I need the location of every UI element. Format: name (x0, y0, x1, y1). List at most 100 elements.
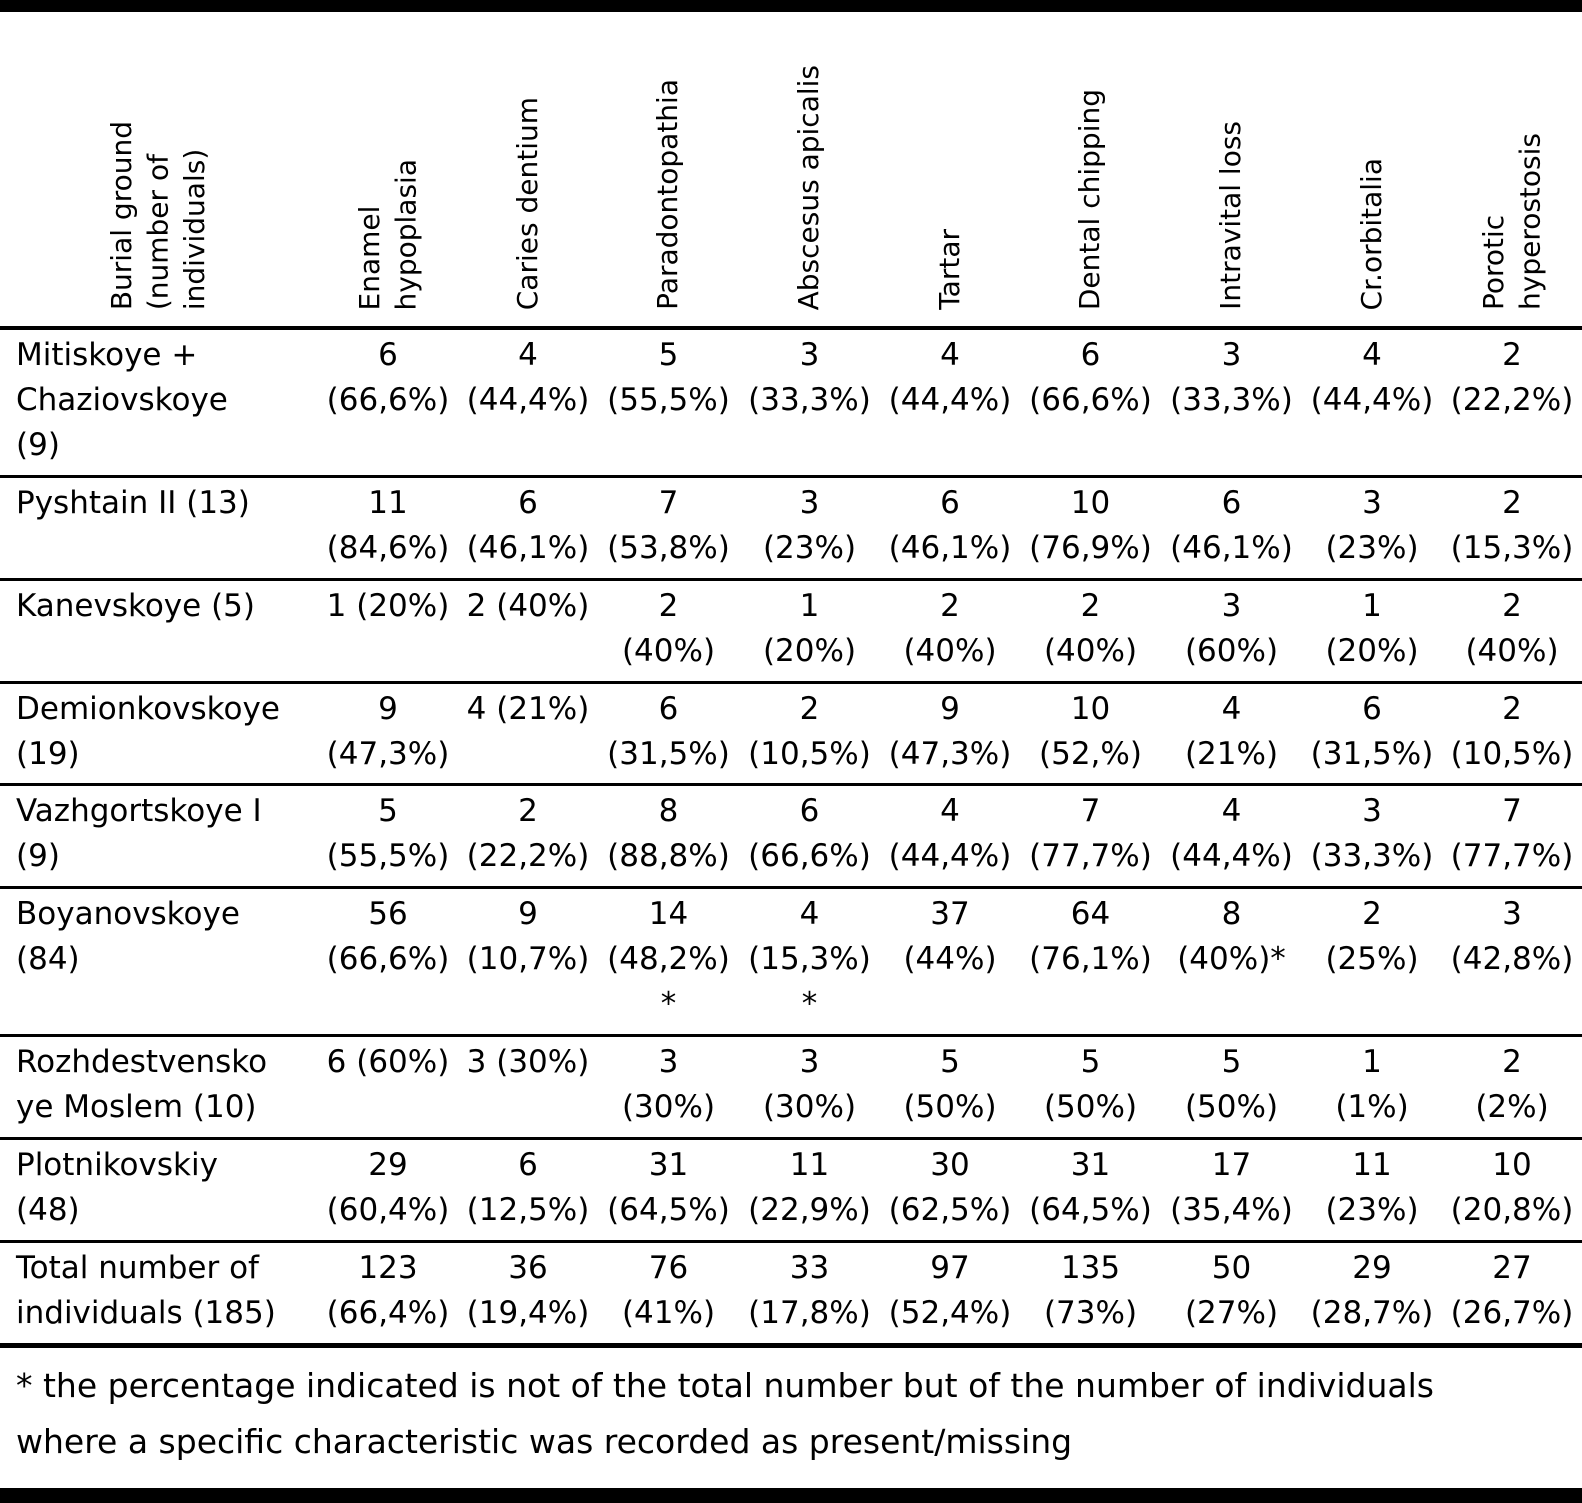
row-header: Vazhgortskoye I (9) (0, 783, 318, 888)
table-cell: 3 (33,3%) (1302, 783, 1442, 888)
table-row-mitiskoye-chaziovskoye: Mitiskoye + Chaziovskoye (9) 6 (66,6%) 4… (0, 326, 1582, 477)
row-header: Plotnikovskiy (48) (0, 1137, 318, 1242)
table-cell: 3 (23%) (739, 474, 880, 580)
table-cell: 27 (26,7%) (1442, 1239, 1582, 1346)
table-row-rozhdestvenskoye-moslem: Rozhdestvensko ye Moslem (10) 6 (60%) 3 … (0, 1034, 1582, 1139)
column-header-tartar: Tartar (880, 6, 1020, 330)
table-cell: 37 (44%) (880, 886, 1020, 1036)
table-cell: 3 (30%) (598, 1034, 739, 1139)
table-cell: 5 (55,5%) (598, 326, 739, 477)
column-header-label: Intravital loss (1214, 121, 1248, 310)
table-cell: 8 (88,8%) (598, 783, 739, 888)
row-header: Demionkovskoye (19) (0, 680, 318, 785)
table-cell: 11 (84,6%) (318, 474, 458, 580)
table-cell: 6 (12,5%) (458, 1137, 598, 1242)
table-cell: 10 (20,8%) (1442, 1137, 1582, 1242)
table-cell: 29 (28,7%) (1302, 1239, 1442, 1346)
table-cell: 5 (50%) (1020, 1034, 1161, 1139)
row-header: Total number of individuals (185) (0, 1239, 318, 1346)
table-cell: 3 (30%) (458, 1034, 598, 1139)
table-cell: 4 (21%) (458, 680, 598, 785)
column-header-label: Caries dentium (510, 96, 544, 310)
table-header: Burial ground (number of individuals) En… (0, 6, 1582, 330)
table-cell: 3 (60%) (1161, 577, 1302, 683)
table-cell: 6 (31,5%) (598, 680, 739, 785)
table-cell: 6 (31,5%) (1302, 680, 1442, 785)
table-cell: 33 (17,8%) (739, 1239, 880, 1346)
table-cell: 7 (77,7%) (1020, 783, 1161, 888)
table-cell: 1 (1%) (1302, 1034, 1442, 1139)
table-row-kanevskoye: Kanevskoye (5) 1 (20%) 2 (40%) 2 (40%) 1… (0, 577, 1582, 683)
column-header-label: Burial ground (number of individuals) (105, 120, 212, 310)
table-cell: 9 (47,3%) (318, 680, 458, 785)
column-header-abscesus-apicalis: Abscesus apicalis (739, 6, 880, 330)
table-cell: 3 (42,8%) (1442, 886, 1582, 1036)
table-cell: 11 (22,9%) (739, 1137, 880, 1242)
column-header-label: Enamel hypoplasia (352, 158, 422, 310)
table-cell: 5 (50%) (1161, 1034, 1302, 1139)
table-cell: 1 (20%) (318, 577, 458, 683)
table-cell: 50 (27%) (1161, 1239, 1302, 1346)
table-cell: 2 (25%) (1302, 886, 1442, 1036)
column-header-intravital-loss: Intravital loss (1161, 6, 1302, 330)
row-header: Boyanovskoye (84) (0, 886, 318, 1036)
table-cell: 3 (33,3%) (1161, 326, 1302, 477)
table-cell: 31 (64,5%) (598, 1137, 739, 1242)
table-cell: 7 (53,8%) (598, 474, 739, 580)
table-cell: 6 (66,6%) (318, 326, 458, 477)
table-cell: 2 (22,2%) (1442, 326, 1582, 477)
table-cell: 6 (66,6%) (739, 783, 880, 888)
column-header-burial-ground: Burial ground (number of individuals) (0, 6, 318, 330)
table-cell: 10 (76,9%) (1020, 474, 1161, 580)
column-header-label: Porotic hyperostosis (1476, 133, 1546, 310)
table-cell: 1 (20%) (1302, 577, 1442, 683)
table-cell: 2 (40%) (880, 577, 1020, 683)
table-cell: 6 (46,1%) (880, 474, 1020, 580)
table-cell: 17 (35,4%) (1161, 1137, 1302, 1242)
row-header: Pyshtain II (13) (0, 474, 318, 580)
table-cell: 14 (48,2%) * (598, 886, 739, 1036)
table-cell: 6 (60%) (318, 1034, 458, 1139)
table-cell: 1 (20%) (739, 577, 880, 683)
column-header-caries-dentium: Caries dentium (458, 6, 598, 330)
table-cell: 8 (40%)* (1161, 886, 1302, 1036)
table-cell: 11 (23%) (1302, 1137, 1442, 1242)
table-row-pyshtain-ii: Pyshtain II (13) 11 (84,6%) 6 (46,1%) 7 … (0, 474, 1582, 580)
table-cell: 2 (40%) (458, 577, 598, 683)
table-cell: 5 (55,5%) (318, 783, 458, 888)
column-header-porotic-hyperostosis: Porotic hyperostosis (1442, 6, 1582, 330)
table-cell: 4 (15,3%) * (739, 886, 880, 1036)
table-cell: 10 (52,%) (1020, 680, 1161, 785)
header-row: Burial ground (number of individuals) En… (0, 6, 1582, 330)
table-cell: 7 (77,7%) (1442, 783, 1582, 888)
table-cell: 2 (2%) (1442, 1034, 1582, 1139)
column-header-label: Abscesus apicalis (792, 64, 826, 310)
table-cell: 2 (40%) (1020, 577, 1161, 683)
table-cell: 2 (10,5%) (739, 680, 880, 785)
table-cell: 6 (46,1%) (458, 474, 598, 580)
table-cell: 9 (10,7%) (458, 886, 598, 1036)
table-cell: 9 (47,3%) (880, 680, 1020, 785)
table-cell: 6 (66,6%) (1020, 326, 1161, 477)
table-cell: 2 (40%) (598, 577, 739, 683)
table-row-boyanovskoye: Boyanovskoye (84) 56 (66,6%) 9 (10,7%) 1… (0, 886, 1582, 1036)
table-row-demionkovskoye: Demionkovskoye (19) 9 (47,3%) 4 (21%) 6 … (0, 680, 1582, 785)
table-cell: 5 (50%) (880, 1034, 1020, 1139)
table-cell: 36 (19,4%) (458, 1239, 598, 1346)
table-cell: 30 (62,5%) (880, 1137, 1020, 1242)
table-cell: 3 (23%) (1302, 474, 1442, 580)
table-cell: 29 (60,4%) (318, 1137, 458, 1242)
column-header-dental-chipping: Dental chipping (1020, 6, 1161, 330)
column-header-enamel-hypoplasia: Enamel hypoplasia (318, 6, 458, 330)
table-body: Mitiskoye + Chaziovskoye (9) 6 (66,6%) 4… (0, 326, 1582, 1496)
table-cell: 123 (66,4%) (318, 1239, 458, 1346)
table-row-total: Total number of individuals (185) 123 (6… (0, 1239, 1582, 1346)
table-row-vazhgortskoye-i: Vazhgortskoye I (9) 5 (55,5%) 2 (22,2%) … (0, 783, 1582, 888)
table-cell: 3 (30%) (739, 1034, 880, 1139)
row-header: Rozhdestvensko ye Moslem (10) (0, 1034, 318, 1139)
table-cell: 31 (64,5%) (1020, 1137, 1161, 1242)
table-cell: 4 (44,4%) (458, 326, 598, 477)
column-header-label: Dental chipping (1073, 88, 1107, 310)
